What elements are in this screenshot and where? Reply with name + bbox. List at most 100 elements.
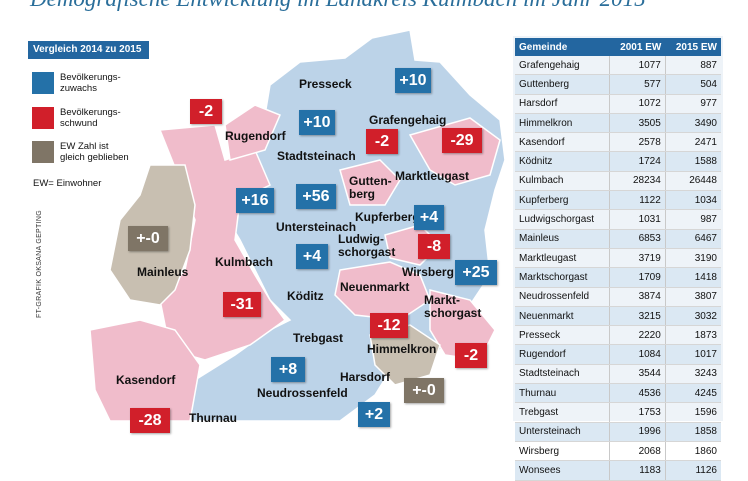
cell-gemeinde: Kupferberg (515, 190, 610, 211)
cell-ew-2015: 6467 (664, 229, 721, 249)
legend-label-decline: Bevölkerungs- schwund (60, 107, 121, 129)
place-ludwigschorgast: Ludwig- schorgast (338, 232, 396, 259)
place-kupferberg: Kupferberg (355, 210, 420, 224)
cell-gemeinde: Kulmbach (515, 171, 610, 192)
table-header-row: Gemeinde 2001 EW 2015 EW (515, 38, 721, 56)
graphic-credit: FT-GRAFIK OKSANA GEPTING (36, 210, 43, 318)
decline-area-south (89, 319, 201, 421)
cell-ew-2015: 977 (664, 94, 721, 114)
cell-ew-2015: 4245 (664, 383, 721, 404)
place-neuenmarkt: Neuenmarkt (340, 280, 410, 294)
same-area-himmelkron (369, 324, 441, 386)
table-row: Untersteinach 1996 1858 (515, 422, 721, 442)
header-2001: 2001 EW (609, 38, 666, 56)
cell-ew-2015: 887 (664, 56, 721, 76)
cell-ew-2001: 2578 (609, 132, 666, 153)
cell-gemeinde: Himmelkron (515, 113, 610, 134)
page-title: Demografische Entwicklung im Landkreis K… (30, 0, 646, 12)
cell-gemeinde: Stadtsteinach (515, 364, 610, 385)
cell-ew-2015: 3243 (664, 364, 721, 385)
cell-ew-2001: 1072 (609, 94, 666, 114)
badge-kupferberg: +4 (414, 205, 444, 230)
place-harsdorf: Harsdorf (340, 370, 391, 384)
cell-ew-2001: 1077 (609, 56, 666, 76)
place-trebgast: Trebgast (293, 331, 344, 345)
cell-ew-2001: 3505 (609, 113, 666, 134)
table-row: Grafengehaig 1077 887 (515, 56, 721, 76)
decline-area-northwest (224, 104, 281, 161)
cell-ew-2015: 3490 (664, 113, 721, 134)
cell-ew-2015: 1126 (664, 460, 721, 481)
place-himmelkron: Himmelkron (367, 342, 437, 356)
table-row: Mainleus 6853 6467 (515, 229, 721, 249)
decline-area-center (339, 159, 401, 206)
cell-ew-2001: 1122 (609, 190, 666, 211)
cell-ew-2001: 1724 (609, 151, 666, 172)
cell-ew-2015: 504 (664, 74, 721, 95)
place-neudrossenfeld: Neudrossenfeld (257, 386, 348, 400)
place-grafengehaig: Grafengehaig (369, 113, 447, 127)
cell-ew-2015: 987 (664, 209, 721, 230)
table-row: Guttenberg 577 504 (515, 74, 721, 95)
cell-ew-2015: 1588 (664, 151, 721, 172)
cell-ew-2001: 3215 (609, 306, 666, 327)
badge-presseck: +10 (299, 110, 335, 135)
cell-gemeinde: Harsdorf (515, 94, 610, 114)
badge-trebgast: +8 (271, 357, 305, 382)
badge-stadtsteinach: +56 (296, 184, 336, 209)
cell-gemeinde: Ködnitz (515, 151, 610, 172)
place-untersteinach: Untersteinach (276, 220, 357, 234)
header-2015: 2015 EW (665, 38, 721, 56)
legend-swatch-growth (32, 72, 54, 94)
table-row: Kulmbach 28234 26448 (515, 171, 721, 192)
table-row: Marktschorgast 1709 1418 (515, 267, 721, 288)
cell-ew-2015: 3807 (664, 287, 721, 307)
cell-ew-2001: 1084 (609, 344, 666, 365)
cell-gemeinde: Mainleus (515, 229, 610, 249)
table-row: Rugendorf 1084 1017 (515, 344, 721, 365)
cell-gemeinde: Marktschorgast (515, 267, 610, 288)
badge-himmelkron: +-0 (404, 378, 444, 403)
decline-area-neuenmarkt (334, 261, 431, 321)
header-gemeinde: Gemeinde (515, 38, 610, 56)
cell-gemeinde: Grafengehaig (515, 56, 610, 76)
cell-gemeinde: Thurnau (515, 383, 610, 404)
legend-label-growth: Bevölkerungs- zuwachs (60, 72, 121, 94)
district-map (89, 29, 506, 421)
cell-gemeinde: Neudrossenfeld (515, 287, 610, 307)
cell-gemeinde: Wonsees (515, 460, 610, 481)
table-row: Neudrossenfeld 3874 3807 (515, 287, 721, 307)
place-kasendorf: Kasendorf (116, 373, 176, 387)
legend-swatch-decline (32, 107, 54, 129)
place-marktschorgast: Markt- schorgast (424, 293, 482, 320)
cell-gemeinde: Trebgast (515, 402, 610, 423)
cell-ew-2001: 2068 (609, 441, 666, 462)
table-row: Thurnau 4536 4245 (515, 383, 721, 404)
badge-marktleugast: -29 (442, 128, 482, 153)
cell-ew-2001: 28234 (609, 171, 666, 192)
place-kulmbach: Kulmbach (215, 255, 274, 269)
badge-ludwigschorgast: -8 (418, 234, 450, 259)
cell-ew-2015: 1034 (664, 190, 721, 211)
table-row: Kupferberg 1122 1034 (515, 190, 721, 211)
legend-swatch-same (32, 141, 54, 163)
badge-neuenmarkt: -12 (370, 313, 408, 338)
cell-ew-2001: 6853 (609, 229, 666, 249)
badge-rugendorf: -2 (190, 99, 222, 124)
cell-gemeinde: Marktleugast (515, 248, 610, 269)
cell-gemeinde: Kasendorf (515, 132, 610, 153)
cell-ew-2015: 2471 (664, 132, 721, 153)
cell-gemeinde: Wirsberg (515, 441, 610, 462)
place-mainleus: Mainleus (137, 265, 189, 279)
table-row: Neuenmarkt 3215 3032 (515, 306, 721, 327)
cell-ew-2015: 26448 (664, 171, 721, 192)
cell-ew-2015: 1418 (664, 267, 721, 288)
badge-marktschorgast: -2 (455, 343, 487, 368)
cell-ew-2001: 3544 (609, 364, 666, 385)
place-stadtsteinach: Stadtsteinach (277, 149, 356, 163)
badge-kulmbach: -31 (223, 292, 261, 317)
table-row: Ludwigschorgast 1031 987 (515, 209, 721, 230)
cell-ew-2015: 1860 (664, 441, 721, 462)
cell-ew-2001: 1709 (609, 267, 666, 288)
cell-ew-2001: 1183 (609, 460, 666, 481)
